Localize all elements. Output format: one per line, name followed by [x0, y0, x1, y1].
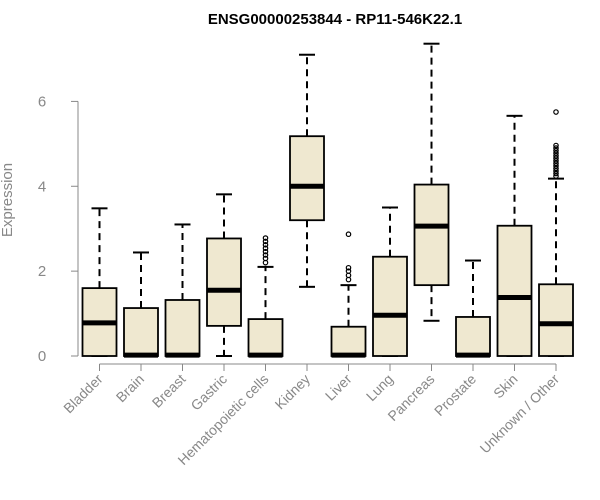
y-tick-label: 6	[38, 93, 46, 110]
x-tick-label: Unknown / Other	[477, 371, 563, 457]
box-body	[164, 299, 201, 357]
box-unknown-other	[538, 109, 574, 357]
box-gastric	[206, 193, 242, 357]
outlier-point	[345, 268, 352, 274]
x-tick-label: Lung	[363, 371, 396, 404]
y-axis: 0 2 4 6	[38, 93, 79, 365]
outlier-point	[553, 145, 559, 151]
outlier-point	[345, 264, 352, 271]
y-tick-label: 2	[38, 263, 46, 280]
outlier-point	[553, 152, 559, 159]
box-hematopoietic-cells	[247, 235, 284, 358]
box-body	[206, 237, 242, 327]
outlier-point	[553, 160, 559, 167]
outlier-point	[553, 109, 559, 115]
outlier-point	[553, 165, 559, 172]
x-tick-label: Breast	[149, 371, 189, 411]
box-lung	[372, 206, 408, 357]
box-body	[123, 307, 159, 357]
box-body	[372, 255, 408, 357]
outlier-point	[262, 238, 269, 245]
box-brain	[123, 251, 159, 358]
outlier-point	[553, 168, 559, 174]
y-tick-label: 0	[38, 348, 46, 365]
box-prostate	[455, 259, 491, 358]
outlier-point	[553, 173, 559, 179]
x-tick-label: Kidney	[272, 371, 314, 413]
y-tick-label: 4	[38, 178, 46, 195]
box-body	[330, 325, 367, 357]
x-tick-label: Prostate	[431, 371, 479, 419]
outlier-point	[262, 245, 269, 252]
box-liver	[330, 231, 367, 358]
outlier-point	[553, 155, 559, 162]
outlier-point	[345, 231, 352, 238]
outlier-point	[553, 142, 559, 149]
outlier-point	[262, 248, 269, 255]
outlier-point	[262, 252, 269, 258]
box-body	[538, 283, 574, 357]
box-body	[289, 135, 325, 222]
box-body	[496, 224, 533, 357]
outlier-point	[553, 158, 559, 164]
y-axis-label: Expression	[0, 163, 16, 237]
x-tick-label: Skin	[490, 371, 521, 402]
box-body	[247, 318, 284, 357]
box-bladder	[81, 207, 118, 357]
box-series	[81, 42, 574, 358]
box-body	[455, 316, 491, 357]
outlier-point	[553, 170, 559, 177]
box-kidney	[289, 53, 325, 288]
x-tick-label: Brain	[113, 371, 147, 405]
outlier-point	[553, 163, 559, 169]
outlier-point	[553, 150, 559, 156]
box-pancreas	[413, 42, 450, 322]
box-breast	[164, 223, 201, 358]
outlier-point	[553, 147, 559, 154]
outlier-point	[262, 235, 269, 241]
outlier-point	[262, 242, 269, 248]
chart-title: ENSG00000253844 - RP11-546K22.1	[208, 11, 462, 28]
x-tick-label: Bladder	[60, 371, 106, 417]
x-tick-label: Liver	[322, 371, 355, 404]
box-body	[413, 183, 450, 287]
outlier-point	[262, 255, 269, 262]
box-skin	[496, 114, 533, 357]
